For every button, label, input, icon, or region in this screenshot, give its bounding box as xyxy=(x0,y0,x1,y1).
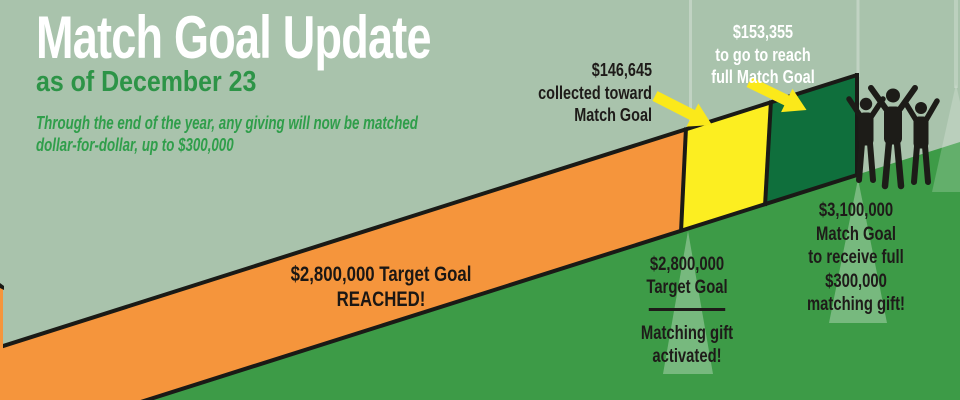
marker-beam-target xyxy=(663,231,713,374)
match-goal-line5: matching gift! xyxy=(807,294,905,315)
remaining-callout: $153,355 to go to reach full Match Goal xyxy=(699,21,827,89)
target-reached-line2: REACHED! xyxy=(336,288,426,311)
band-edge-sliver-tick xyxy=(0,283,4,290)
remaining-amount: $153,355 xyxy=(732,21,794,42)
marker-divider xyxy=(648,308,726,311)
remaining-line2: to go to reach xyxy=(715,43,811,65)
bar-segment-reached xyxy=(0,129,686,400)
matching-gift-status-line2: activated! xyxy=(652,346,722,367)
match-goal-amount: $3,100,000 xyxy=(818,200,894,221)
marker-line-match xyxy=(856,0,860,77)
goal-bar xyxy=(0,73,859,400)
bar-segment-collected xyxy=(681,102,771,231)
marker-beams xyxy=(663,0,960,374)
collected-amount: $146,645 xyxy=(591,59,652,80)
collected-line2: collected toward xyxy=(538,81,652,103)
target-goal-amount: $2,800,000 xyxy=(649,254,725,275)
match-goal-line4: $300,000 xyxy=(825,270,887,292)
match-description-line2: dollar-for-dollar, up to $300,000 xyxy=(36,135,234,155)
target-goal-name: Target Goal xyxy=(646,277,728,298)
marker-line-target xyxy=(689,0,692,130)
match-description: Through the end of the year, any giving … xyxy=(36,112,418,156)
callout-arrows xyxy=(652,77,807,127)
target-reached-line1: $2,800,000 Target Goal xyxy=(290,263,472,286)
celebrating-people-icon xyxy=(846,85,940,190)
band-edge-sliver xyxy=(0,288,3,400)
match-goal-line3: to receive full xyxy=(808,247,904,268)
page-title: Match Goal Update xyxy=(36,4,432,71)
match-description-line1: Through the end of the year, any giving … xyxy=(36,113,418,133)
marker-beam-match xyxy=(829,179,887,323)
target-reached-label: $2,800,000 Target Goal REACHED! xyxy=(261,262,501,312)
marker-line-edge xyxy=(954,0,958,88)
as-of-date: as of December 23 xyxy=(36,66,257,98)
collected-callout: $146,645 collected toward Match Goal xyxy=(471,59,652,127)
arrow-remaining-icon xyxy=(746,77,807,113)
collected-line3: Match Goal xyxy=(574,104,652,125)
arrow-collected-icon xyxy=(652,91,713,127)
matching-gift-status-line1: Matching gift xyxy=(640,323,734,344)
match-goal-marker: $3,100,000 Match Goal to receive full $3… xyxy=(792,199,920,317)
target-goal-marker: $2,800,000 Target Goal Matching gift act… xyxy=(625,253,750,368)
edge-beam xyxy=(932,84,960,192)
match-goal-name: Match Goal xyxy=(816,223,896,245)
bar-outline xyxy=(0,73,859,400)
remaining-line3: full Match Goal xyxy=(711,66,815,87)
